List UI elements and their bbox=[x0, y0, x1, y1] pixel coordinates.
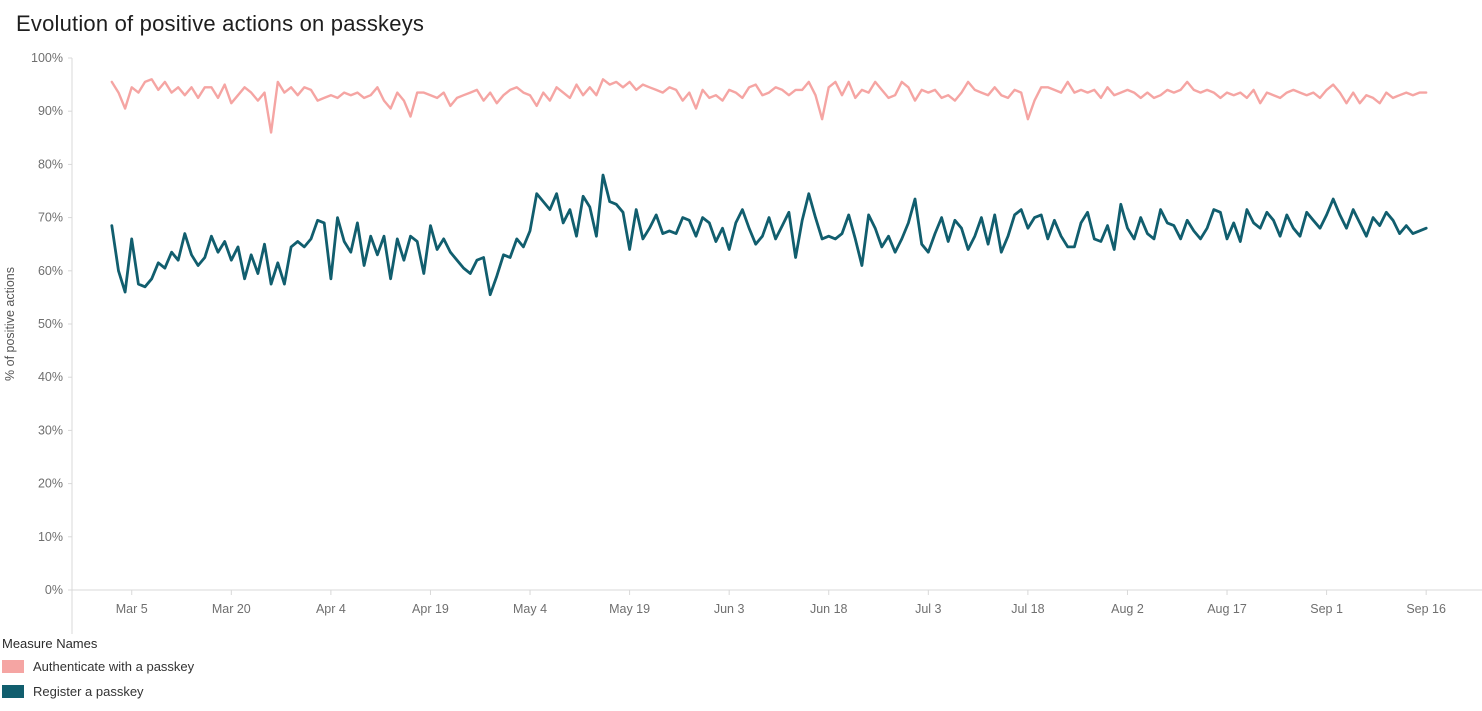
line-chart: 0% 10% 20% 30% 40% 50% 60% 70% 80% 90% 100% Mar 5 Ma… bbox=[0, 42, 1482, 634]
series-line-register-a-passkey[interactable] bbox=[110, 173, 1428, 297]
x-tick-label: Apr 4 bbox=[316, 602, 346, 616]
legend-swatch bbox=[2, 660, 24, 673]
legend-swatch bbox=[2, 685, 24, 698]
y-tick-label: 90% bbox=[38, 104, 63, 118]
y-tick-label: 40% bbox=[38, 370, 63, 384]
legend-items: Authenticate with a passkey Register a pa… bbox=[2, 659, 1482, 699]
y-tick-label: 20% bbox=[38, 477, 63, 491]
legend-item-authenticate-with-a-passkey[interactable]: Authenticate with a passkey bbox=[2, 659, 1482, 674]
x-tick-label: Sep 1 bbox=[1310, 602, 1343, 616]
line-chart-canvas: 0% 10% 20% 30% 40% 50% 60% 70% 80% 90% 100% Mar 5 Ma… bbox=[3, 51, 1482, 634]
legend-title: Measure Names bbox=[2, 636, 98, 651]
x-tick-label: Jun 18 bbox=[810, 602, 848, 616]
x-tick-label: May 19 bbox=[609, 602, 650, 616]
y-tick-label: 100% bbox=[31, 51, 63, 65]
y-tick-label: 60% bbox=[38, 264, 63, 278]
x-tick-label: Jul 18 bbox=[1011, 602, 1044, 616]
y-tick-label: 10% bbox=[38, 530, 63, 544]
legend: Measure Names Authenticate with a passke… bbox=[0, 634, 1482, 699]
legend-item-label: Authenticate with a passkey bbox=[33, 659, 195, 674]
y-tick-label: 50% bbox=[38, 317, 63, 331]
y-axis-title: % of positive actions bbox=[3, 267, 17, 381]
x-tick-label: Sep 16 bbox=[1406, 602, 1446, 616]
y-tick-label: 80% bbox=[38, 157, 63, 171]
chart-title: Evolution of positive actions on passkey… bbox=[16, 11, 425, 36]
x-tick-label: Aug 2 bbox=[1111, 602, 1144, 616]
x-tick-label: Jul 3 bbox=[915, 602, 941, 616]
x-tick-label: May 4 bbox=[513, 602, 547, 616]
y-tick-label: 30% bbox=[38, 423, 63, 437]
x-tick-label: Apr 19 bbox=[412, 602, 449, 616]
legend-item-register-a-passkey[interactable]: Register a passkey bbox=[2, 684, 1482, 699]
series-line-authenticate-with-a-passkey[interactable] bbox=[110, 78, 1428, 134]
y-tick-label: 70% bbox=[38, 211, 63, 225]
x-tick-label: Mar 5 bbox=[116, 602, 148, 616]
x-tick-label: Mar 20 bbox=[212, 602, 251, 616]
y-tick-label: 0% bbox=[45, 583, 63, 597]
x-tick-label: Jun 3 bbox=[714, 602, 745, 616]
x-tick-label: Aug 17 bbox=[1207, 602, 1247, 616]
legend-item-label: Register a passkey bbox=[33, 684, 144, 699]
